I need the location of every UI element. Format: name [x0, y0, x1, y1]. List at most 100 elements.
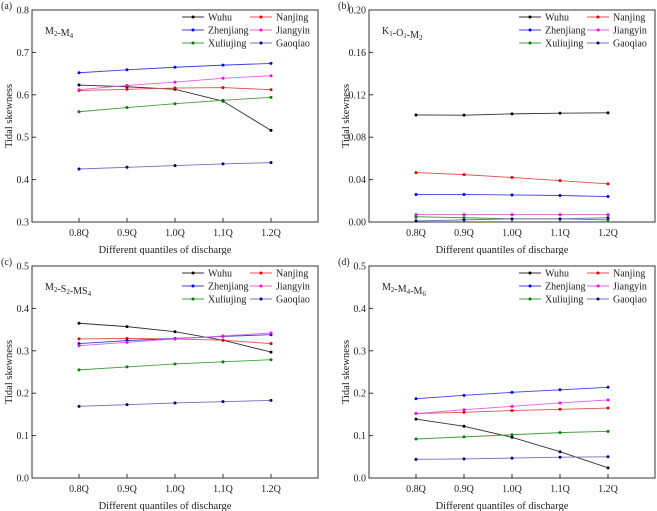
x-tick-label: 1.0Q	[502, 228, 523, 239]
y-tick-label: 0.08	[349, 133, 367, 144]
legend-label: Jiangyin	[276, 282, 310, 293]
data-point-wuhu	[606, 466, 610, 470]
data-point-xuliujing	[462, 435, 466, 439]
data-point-jiangyin	[125, 83, 129, 87]
legend-label: Gaoqiao	[276, 295, 310, 306]
title-subscript: 2	[419, 34, 423, 42]
legend-marker	[596, 28, 600, 32]
data-point-xuliujing	[606, 429, 610, 433]
y-tick-label: 0.0	[354, 474, 367, 485]
data-point-jiangyin	[125, 340, 129, 344]
data-point-jiangyin	[221, 76, 225, 80]
title-subscript: 4	[88, 290, 92, 298]
data-point-gaoqiao	[462, 457, 466, 461]
data-point-nanjing	[269, 342, 273, 346]
data-point-nanjing	[77, 337, 81, 341]
x-tick-label: 1.2Q	[598, 484, 619, 495]
panel-label: (a)	[1, 1, 12, 12]
data-point-nanjing	[462, 173, 466, 177]
data-point-zhenjiang	[606, 195, 610, 199]
data-point-xuliujing	[606, 218, 610, 222]
legend-marker	[596, 15, 600, 19]
x-tick-label: 1.1Q	[213, 228, 234, 239]
data-point-gaoqiao	[414, 457, 418, 461]
x-tick-label: 0.8Q	[406, 228, 427, 239]
title-subscript: 1	[403, 32, 407, 40]
data-point-jiangyin	[77, 344, 81, 348]
data-point-zhenjiang	[221, 63, 225, 67]
legend-label: Nanjing	[613, 269, 645, 280]
x-tick-label: 1.2Q	[261, 228, 282, 239]
x-tick-label: 0.9Q	[117, 228, 138, 239]
legend-marker	[528, 284, 532, 288]
data-point-jiangyin	[269, 74, 273, 78]
x-tick-label: 0.8Q	[69, 484, 90, 495]
data-point-zhenjiang	[77, 342, 81, 346]
data-point-gaoqiao	[414, 219, 418, 223]
data-point-xuliujing	[125, 106, 129, 110]
data-point-nanjing	[510, 409, 514, 413]
data-point-zhenjiang	[510, 193, 514, 197]
x-tick-label: 0.9Q	[454, 228, 475, 239]
data-point-gaoqiao	[125, 165, 129, 169]
data-point-nanjing	[221, 86, 225, 90]
title-subscript: 2	[54, 30, 58, 38]
data-point-jiangyin	[558, 401, 562, 405]
data-point-nanjing	[269, 88, 273, 92]
data-point-gaoqiao	[221, 400, 225, 404]
data-point-gaoqiao	[510, 456, 514, 460]
y-tick-label: 0.2	[354, 389, 367, 400]
legend-marker	[528, 297, 532, 301]
data-point-zhenjiang	[558, 388, 562, 392]
data-point-wuhu	[77, 321, 81, 325]
panel-label: (c)	[1, 257, 12, 268]
data-point-nanjing	[414, 171, 418, 175]
legend-marker	[191, 271, 195, 275]
series-line-wuhu	[78, 84, 272, 131]
data-point-nanjing	[173, 86, 177, 90]
legend-marker	[596, 271, 600, 275]
title-text: -M	[57, 28, 69, 39]
data-point-wuhu	[462, 113, 466, 117]
x-tick-label: 0.9Q	[117, 484, 138, 495]
data-point-wuhu	[125, 325, 129, 329]
data-point-jiangyin	[462, 213, 466, 217]
legend-label: Nanjing	[276, 13, 308, 24]
data-point-zhenjiang	[462, 192, 466, 196]
data-point-wuhu	[77, 83, 81, 87]
chart-panel-a: (a) 0.3 0.4 0.5 0.6 0.7 0.8 0.8Q 0.9Q 1.0Q 1.1Q 1.2…	[1, 1, 319, 255]
y-tick-label: 0.2	[17, 389, 30, 400]
data-point-gaoqiao	[221, 162, 225, 166]
legend-marker	[528, 28, 532, 32]
data-point-gaoqiao	[510, 217, 514, 221]
data-point-gaoqiao	[558, 217, 562, 221]
data-point-xuliujing	[414, 437, 418, 441]
data-point-jiangyin	[414, 412, 418, 416]
legend-label: Zhenjiang	[545, 26, 586, 37]
legend-label: Jiangyin	[276, 26, 310, 37]
legend-label: Gaoqiao	[276, 39, 310, 50]
legend-label: Wuhu	[545, 13, 569, 24]
y-tick-label: 0.1	[17, 431, 30, 442]
legend-marker	[259, 297, 263, 301]
legend-label: Gaoqiao	[613, 39, 647, 50]
legend-marker	[259, 284, 263, 288]
data-point-gaoqiao	[125, 403, 129, 407]
legend-marker	[191, 15, 195, 19]
data-point-nanjing	[606, 406, 610, 410]
legend-label: Nanjing	[276, 269, 308, 280]
data-point-jiangyin	[606, 398, 610, 402]
title-text: K	[382, 26, 390, 37]
data-point-wuhu	[558, 111, 562, 115]
data-point-xuliujing	[462, 216, 466, 220]
y-tick-label: 0.5	[354, 262, 367, 273]
y-axis-label: Tidal skewness	[341, 84, 352, 148]
y-tick-label: 0.3	[17, 218, 30, 229]
x-tick-label: 1.0Q	[165, 484, 186, 495]
x-tick-label: 1.1Q	[213, 484, 234, 495]
chart-panel-b: (b) 0.00 0.04 0.08 0.12 0.16 0.20 0.8Q 0.9Q 1.0Q 1…	[338, 1, 656, 255]
x-tick-label: 1.0Q	[502, 484, 523, 495]
data-point-jiangyin	[414, 213, 418, 217]
legend-marker	[528, 15, 532, 19]
legend-marker	[259, 15, 263, 19]
